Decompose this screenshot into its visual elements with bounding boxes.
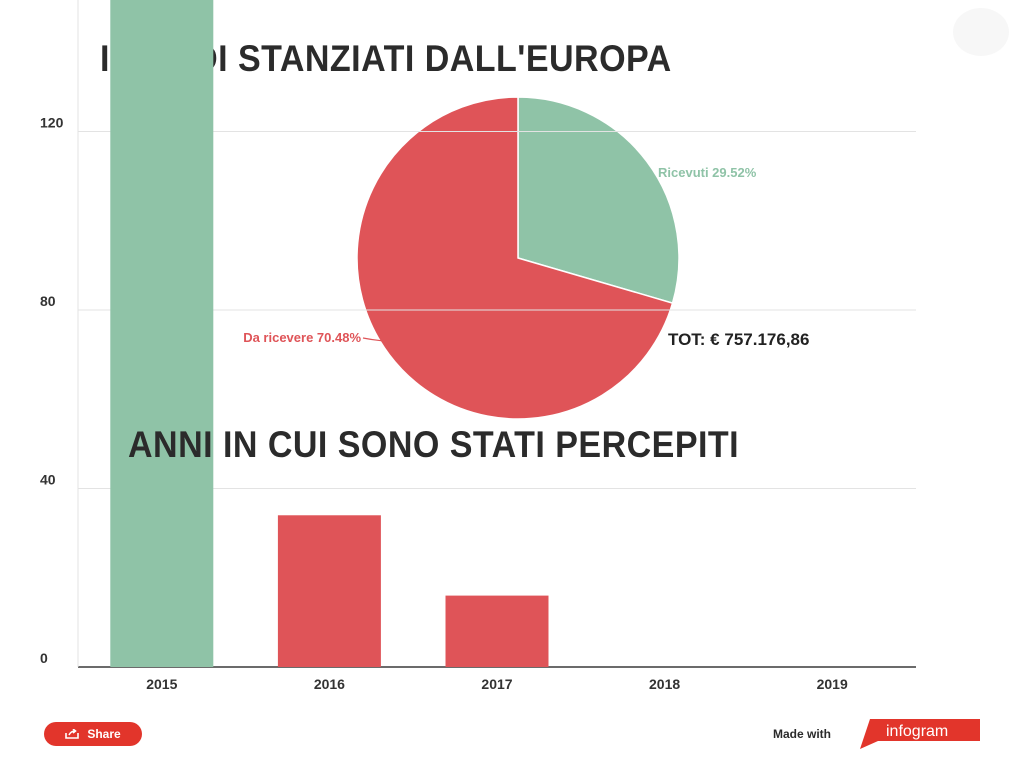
share-button[interactable]: Share xyxy=(44,722,142,746)
pie-leader-line xyxy=(362,337,385,342)
x-tick-label: 2019 xyxy=(817,676,848,692)
share-icon xyxy=(65,729,80,739)
x-tick-label: 2016 xyxy=(314,676,345,692)
y-tick-label: 40 xyxy=(40,472,56,488)
bar xyxy=(277,515,381,667)
bar-chart: 0408012016020152016201720182019 xyxy=(40,0,916,692)
share-label: Share xyxy=(87,727,121,741)
made-with-label: Made with xyxy=(773,727,832,741)
infogram-logo[interactable]: infogram xyxy=(860,719,980,749)
pie-slice xyxy=(356,96,674,420)
y-tick-label: 80 xyxy=(40,293,56,309)
x-tick-label: 2018 xyxy=(649,676,680,692)
bar xyxy=(110,0,214,667)
pie-chart: Ricevuti 29.52% Da ricevere 70.48% xyxy=(243,96,757,420)
y-tick-label: 0 xyxy=(40,650,48,666)
x-tick-label: 2017 xyxy=(481,676,512,692)
pie-slice-label: Ricevuti 29.52% xyxy=(658,165,757,180)
decorative-circle xyxy=(953,8,1009,56)
bar-chart-title: ANNI IN CUI SONO STATI PERCEPITI xyxy=(128,424,740,465)
bar xyxy=(445,595,549,667)
pie-total-label: TOT: € 757.176,86 xyxy=(668,330,809,349)
pie-slice xyxy=(517,96,680,305)
y-tick-label: 120 xyxy=(40,115,64,131)
infogram-brand-text: infogram xyxy=(886,723,948,740)
pie-slice-label: Da ricevere 70.48% xyxy=(243,330,361,345)
x-tick-label: 2015 xyxy=(146,676,177,692)
